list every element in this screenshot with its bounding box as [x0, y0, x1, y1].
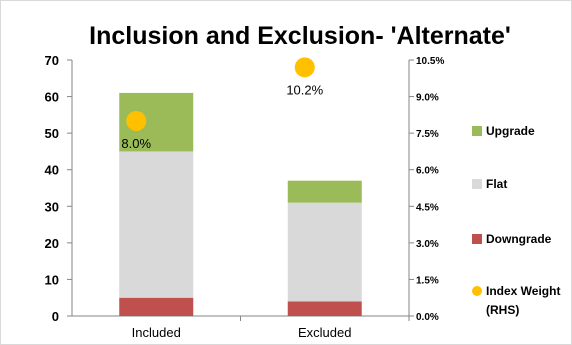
legend-label: Downgrade	[486, 232, 552, 246]
legend-swatch	[472, 126, 482, 136]
legend-label-line: Index Weight	[486, 284, 560, 298]
index-weight-label: 10.2%	[286, 82, 323, 97]
index-weight-point	[294, 57, 315, 78]
y2-tick-label: 0.0%	[416, 312, 439, 323]
legend-label: Upgrade	[486, 124, 535, 138]
legend-label: Index Weight (RHS)	[486, 284, 560, 317]
bar-flat-included	[119, 151, 194, 298]
y-tick-label: 50	[45, 126, 59, 141]
chart-title: Inclusion and Exclusion- 'Alternate'	[89, 22, 511, 50]
y2-tick-label: 10.5%	[416, 56, 444, 67]
legend: Upgrade Flat Downgrade Index Weight (RHS)	[472, 124, 560, 317]
y2-tick-label: 1.5%	[416, 275, 439, 286]
bar-downgrade-excluded	[287, 301, 362, 316]
legend-swatch	[472, 234, 482, 244]
x-tick-label: Excluded	[298, 325, 351, 340]
bar-flat-excluded	[287, 202, 362, 302]
y-tick-label: 30	[45, 199, 59, 214]
y-tick-label: 70	[45, 53, 59, 68]
bar-downgrade-included	[119, 297, 194, 316]
y2-tick-label: 7.5%	[416, 129, 439, 140]
y2-tick-label: 4.5%	[416, 202, 439, 213]
y-tick-label: 60	[45, 90, 59, 105]
plot-area: 0 10 20 30 40 50 60 70 0.0% 1.5% 3.0% 4.5% 6.0% 7.5% 9…	[45, 53, 445, 340]
legend-label: Flat	[486, 177, 507, 191]
y-tick-label: 40	[45, 163, 59, 178]
index-weight-label: 8.0%	[121, 136, 151, 151]
x-tick-label: Included	[132, 325, 181, 340]
y-tick-label: 10	[45, 272, 59, 287]
legend-swatch	[472, 179, 482, 189]
index-weight-point	[126, 110, 147, 131]
legend-label-line: (RHS)	[486, 303, 519, 317]
y-tick-label: 20	[45, 236, 59, 251]
y-tick-label: 0	[52, 309, 59, 324]
bar-upgrade-excluded	[287, 180, 362, 203]
y2-tick-label: 3.0%	[416, 239, 439, 250]
y2-tick-label: 6.0%	[416, 166, 439, 177]
legend-swatch	[472, 286, 482, 296]
y2-tick-label: 9.0%	[416, 93, 439, 104]
